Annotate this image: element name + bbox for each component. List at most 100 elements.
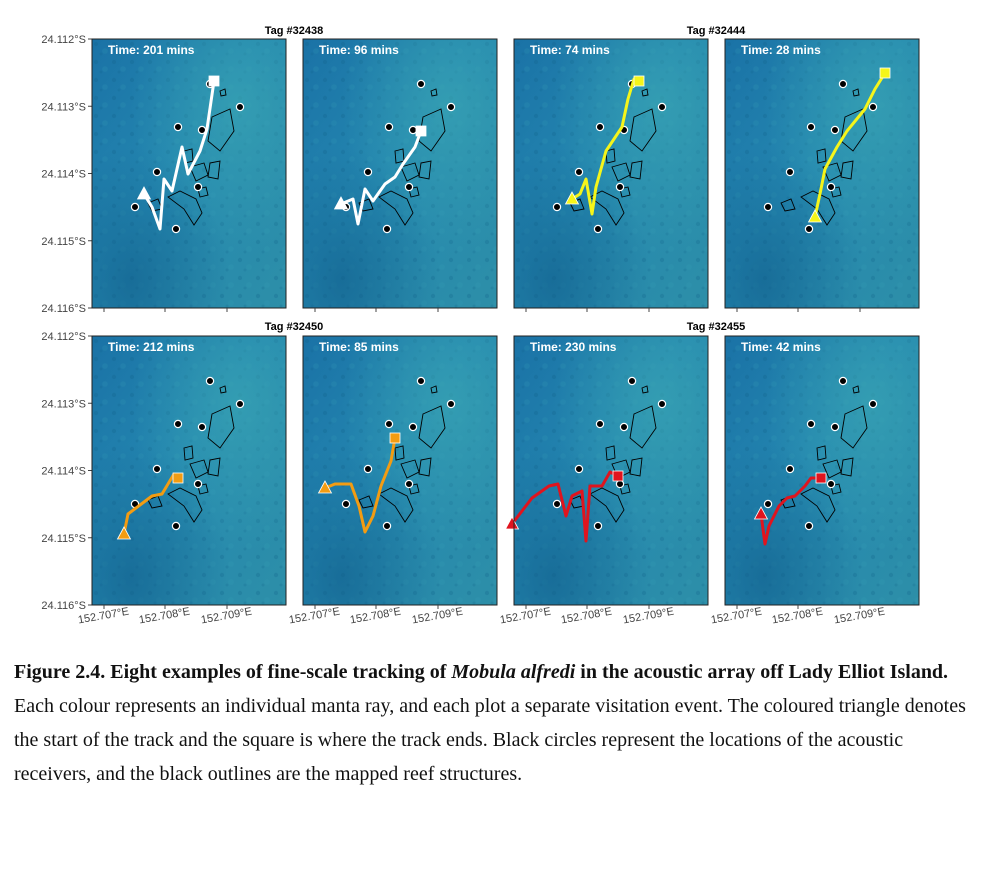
time-label: Time: 28 mins [741,43,821,57]
y-tick-label: 24.114°S [41,466,86,478]
receiver-marker [595,419,605,429]
track-line [142,80,216,231]
reef-outline [219,88,227,97]
reef-outline [629,405,657,449]
receiver-marker [806,419,816,429]
caption-label: Figure 2.4. Eight examples of fine-scale… [14,661,452,683]
receiver-marker [382,224,392,234]
track-panel: Time: 85 mins [302,335,498,609]
track-end-square [415,125,427,137]
panel-border [513,38,709,309]
receiver-marker [235,102,245,112]
reef-outline [183,445,194,461]
receiver-marker [595,122,605,132]
y-tick-label: 24.116°S [41,303,86,315]
track-line [571,77,640,216]
y-tick-label: 24.115°S [41,533,86,545]
receiver-marker [763,499,773,509]
y-tick-label: 24.112°S [41,34,86,46]
time-label: Time: 230 mins [530,340,617,354]
track-panel: Time: 201 mins [91,38,287,312]
receiver-marker [868,102,878,112]
track-panel: Time: 42 mins [724,335,920,609]
reef-outline [418,160,432,180]
reef-outline [167,487,203,523]
receiver-marker [826,479,836,489]
deep-area [303,336,497,605]
y-tick-label: 24.113°S [41,101,86,113]
receiver-marker [193,479,203,489]
x-tick-label: 152.707°E [710,606,763,627]
receiver-marker [657,102,667,112]
y-tick-label: 24.113°S [41,398,86,410]
reef-outline [197,186,209,198]
x-tick-label: 152.707°E [499,606,552,627]
reef-outline [852,88,860,97]
reef-outline [219,385,227,394]
time-label: Time: 74 mins [530,43,610,57]
reef-outline [207,108,235,152]
track-panel: Time: 212 mins [91,335,287,609]
reef-outline [830,186,842,198]
receiver-marker [615,479,625,489]
reef-outline [147,495,163,509]
reef-outline [430,385,438,394]
receiver-marker [173,122,183,132]
receiver-marker [806,122,816,132]
reef-outline [641,385,649,394]
receiver-marker [627,376,637,386]
receiver-marker [552,202,562,212]
panel-border [91,38,287,309]
deep-area [725,39,919,308]
receiver-marker [830,422,840,432]
track-start-triangle [753,506,769,520]
track-line [340,130,423,226]
receiver-marker [235,399,245,409]
receiver-marker [785,167,795,177]
reef-outline [394,445,405,461]
receiver-marker [384,122,394,132]
panel-border [302,335,498,606]
reef-outline [619,186,631,198]
reef-outline [840,160,854,180]
receiver-marker [804,521,814,531]
x-tick-label: 152.709°E [833,606,886,627]
reef-outline [418,405,446,449]
receiver-marker [826,182,836,192]
reef-outline [605,445,616,461]
time-label: Time: 212 mins [108,340,195,354]
reef-outline [430,88,438,97]
receiver-marker [171,224,181,234]
deep-area [514,336,708,605]
track-panel: Time: 96 mins [302,38,498,312]
reef-outline [358,495,374,509]
reef-outline [605,148,616,164]
receiver-marker [152,167,162,177]
panel-border [91,335,287,606]
reef-outline [167,190,203,226]
track-line [759,476,821,546]
receiver-marker [574,167,584,177]
y-tick-label: 24.116°S [41,600,86,612]
time-label: Time: 85 mins [319,340,399,354]
time-label: Time: 96 mins [319,43,399,57]
receiver-marker [593,224,603,234]
receiver-marker [197,422,207,432]
receiver-marker [446,399,456,409]
reef-outline [207,457,221,477]
receiver-marker [763,202,773,212]
receiver-marker [838,376,848,386]
reef-outline [418,457,432,477]
reef-outline [207,160,221,180]
reef-outline [830,483,842,495]
tag-title: Tag #32438 [265,25,324,37]
tag-title: Tag #32455 [687,321,746,333]
receiver-marker [574,464,584,474]
receiver-marker [830,125,840,135]
receiver-marker [363,167,373,177]
receiver-marker [171,521,181,531]
receiver-marker [593,521,603,531]
receiver-marker [657,399,667,409]
receiver-marker [173,419,183,429]
y-tick-label: 24.114°S [41,169,86,181]
